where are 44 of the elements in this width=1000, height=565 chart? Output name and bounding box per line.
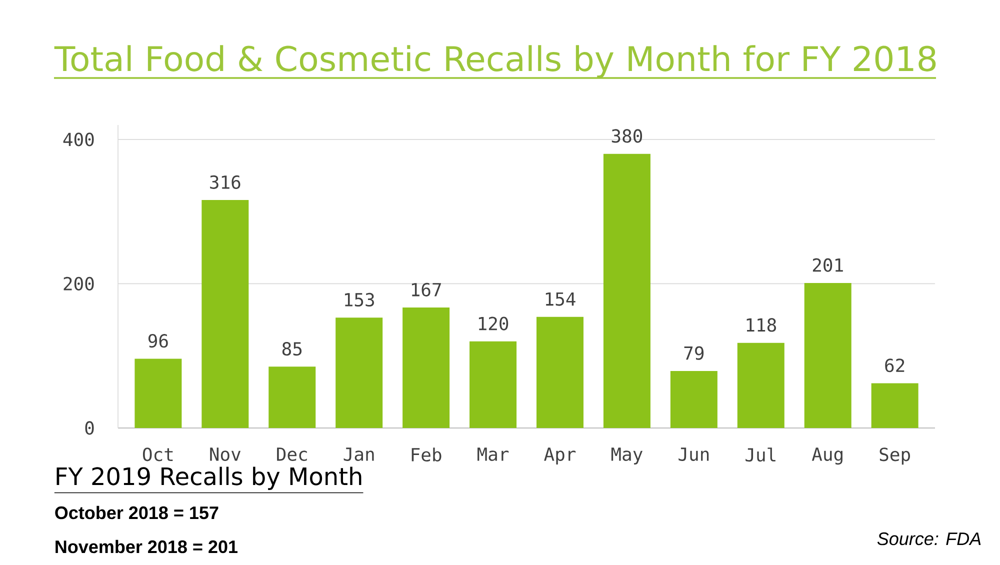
x-tick-label: May — [611, 448, 643, 464]
bar — [871, 383, 918, 428]
chart-title: Total Food & Cosmetic Recalls by Month for FY 2018 — [54, 45, 936, 78]
bar — [670, 370, 718, 428]
data-label: 79 — [684, 346, 704, 360]
y-tick-label: 0 — [85, 421, 94, 435]
data-label: 316 — [210, 175, 240, 189]
bar — [804, 282, 852, 428]
x-tick-label: Feb — [412, 448, 442, 462]
data-label: 153 — [344, 292, 374, 307]
data-label: 62 — [885, 358, 904, 372]
x-tick-label: Jul — [746, 448, 776, 462]
bar — [134, 358, 182, 428]
x-tick-label: Nov — [210, 448, 241, 461]
x-tick-label: Mar — [478, 448, 509, 461]
text: FY 2019 Recalls by Month — [56, 466, 362, 490]
y-tick-label: 400 — [63, 132, 94, 146]
bar — [536, 316, 584, 428]
x-tick-label: Jun — [678, 448, 709, 461]
x-tick-label: Aug — [812, 448, 842, 465]
bar — [268, 366, 316, 428]
bar — [603, 154, 650, 428]
data-label: 380 — [612, 129, 642, 143]
data-label: 167 — [412, 282, 441, 296]
bar — [202, 200, 249, 428]
y-tick-label: 200 — [64, 276, 94, 291]
x-tick-label: Apr — [544, 448, 576, 464]
bar — [336, 318, 383, 428]
data-label: 201 — [812, 258, 843, 272]
data-label: 118 — [746, 318, 776, 332]
bar — [402, 308, 450, 428]
bar — [737, 342, 784, 428]
source-note: Source: FDA — [877, 532, 981, 546]
bar — [470, 341, 517, 428]
data-label: 85 — [282, 342, 302, 356]
x-tick-label: Oct — [142, 448, 173, 462]
data-label: 154 — [546, 292, 576, 306]
x-tick-label: Dec — [277, 448, 307, 461]
x-tick-label: Sep — [880, 448, 910, 465]
text: October 2018 = 157 — [55, 506, 218, 520]
text: November 2018 = 201 — [56, 540, 238, 554]
data-label: 96 — [148, 334, 168, 348]
x-tick-label: Jan — [344, 448, 374, 461]
data-label: 120 — [478, 316, 508, 330]
